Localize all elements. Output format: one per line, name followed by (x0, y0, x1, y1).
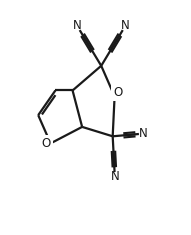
Text: N: N (73, 20, 82, 32)
Text: O: O (113, 86, 123, 99)
Text: O: O (42, 137, 51, 150)
Text: N: N (110, 170, 119, 184)
Text: N: N (121, 20, 130, 32)
Text: N: N (138, 127, 147, 140)
